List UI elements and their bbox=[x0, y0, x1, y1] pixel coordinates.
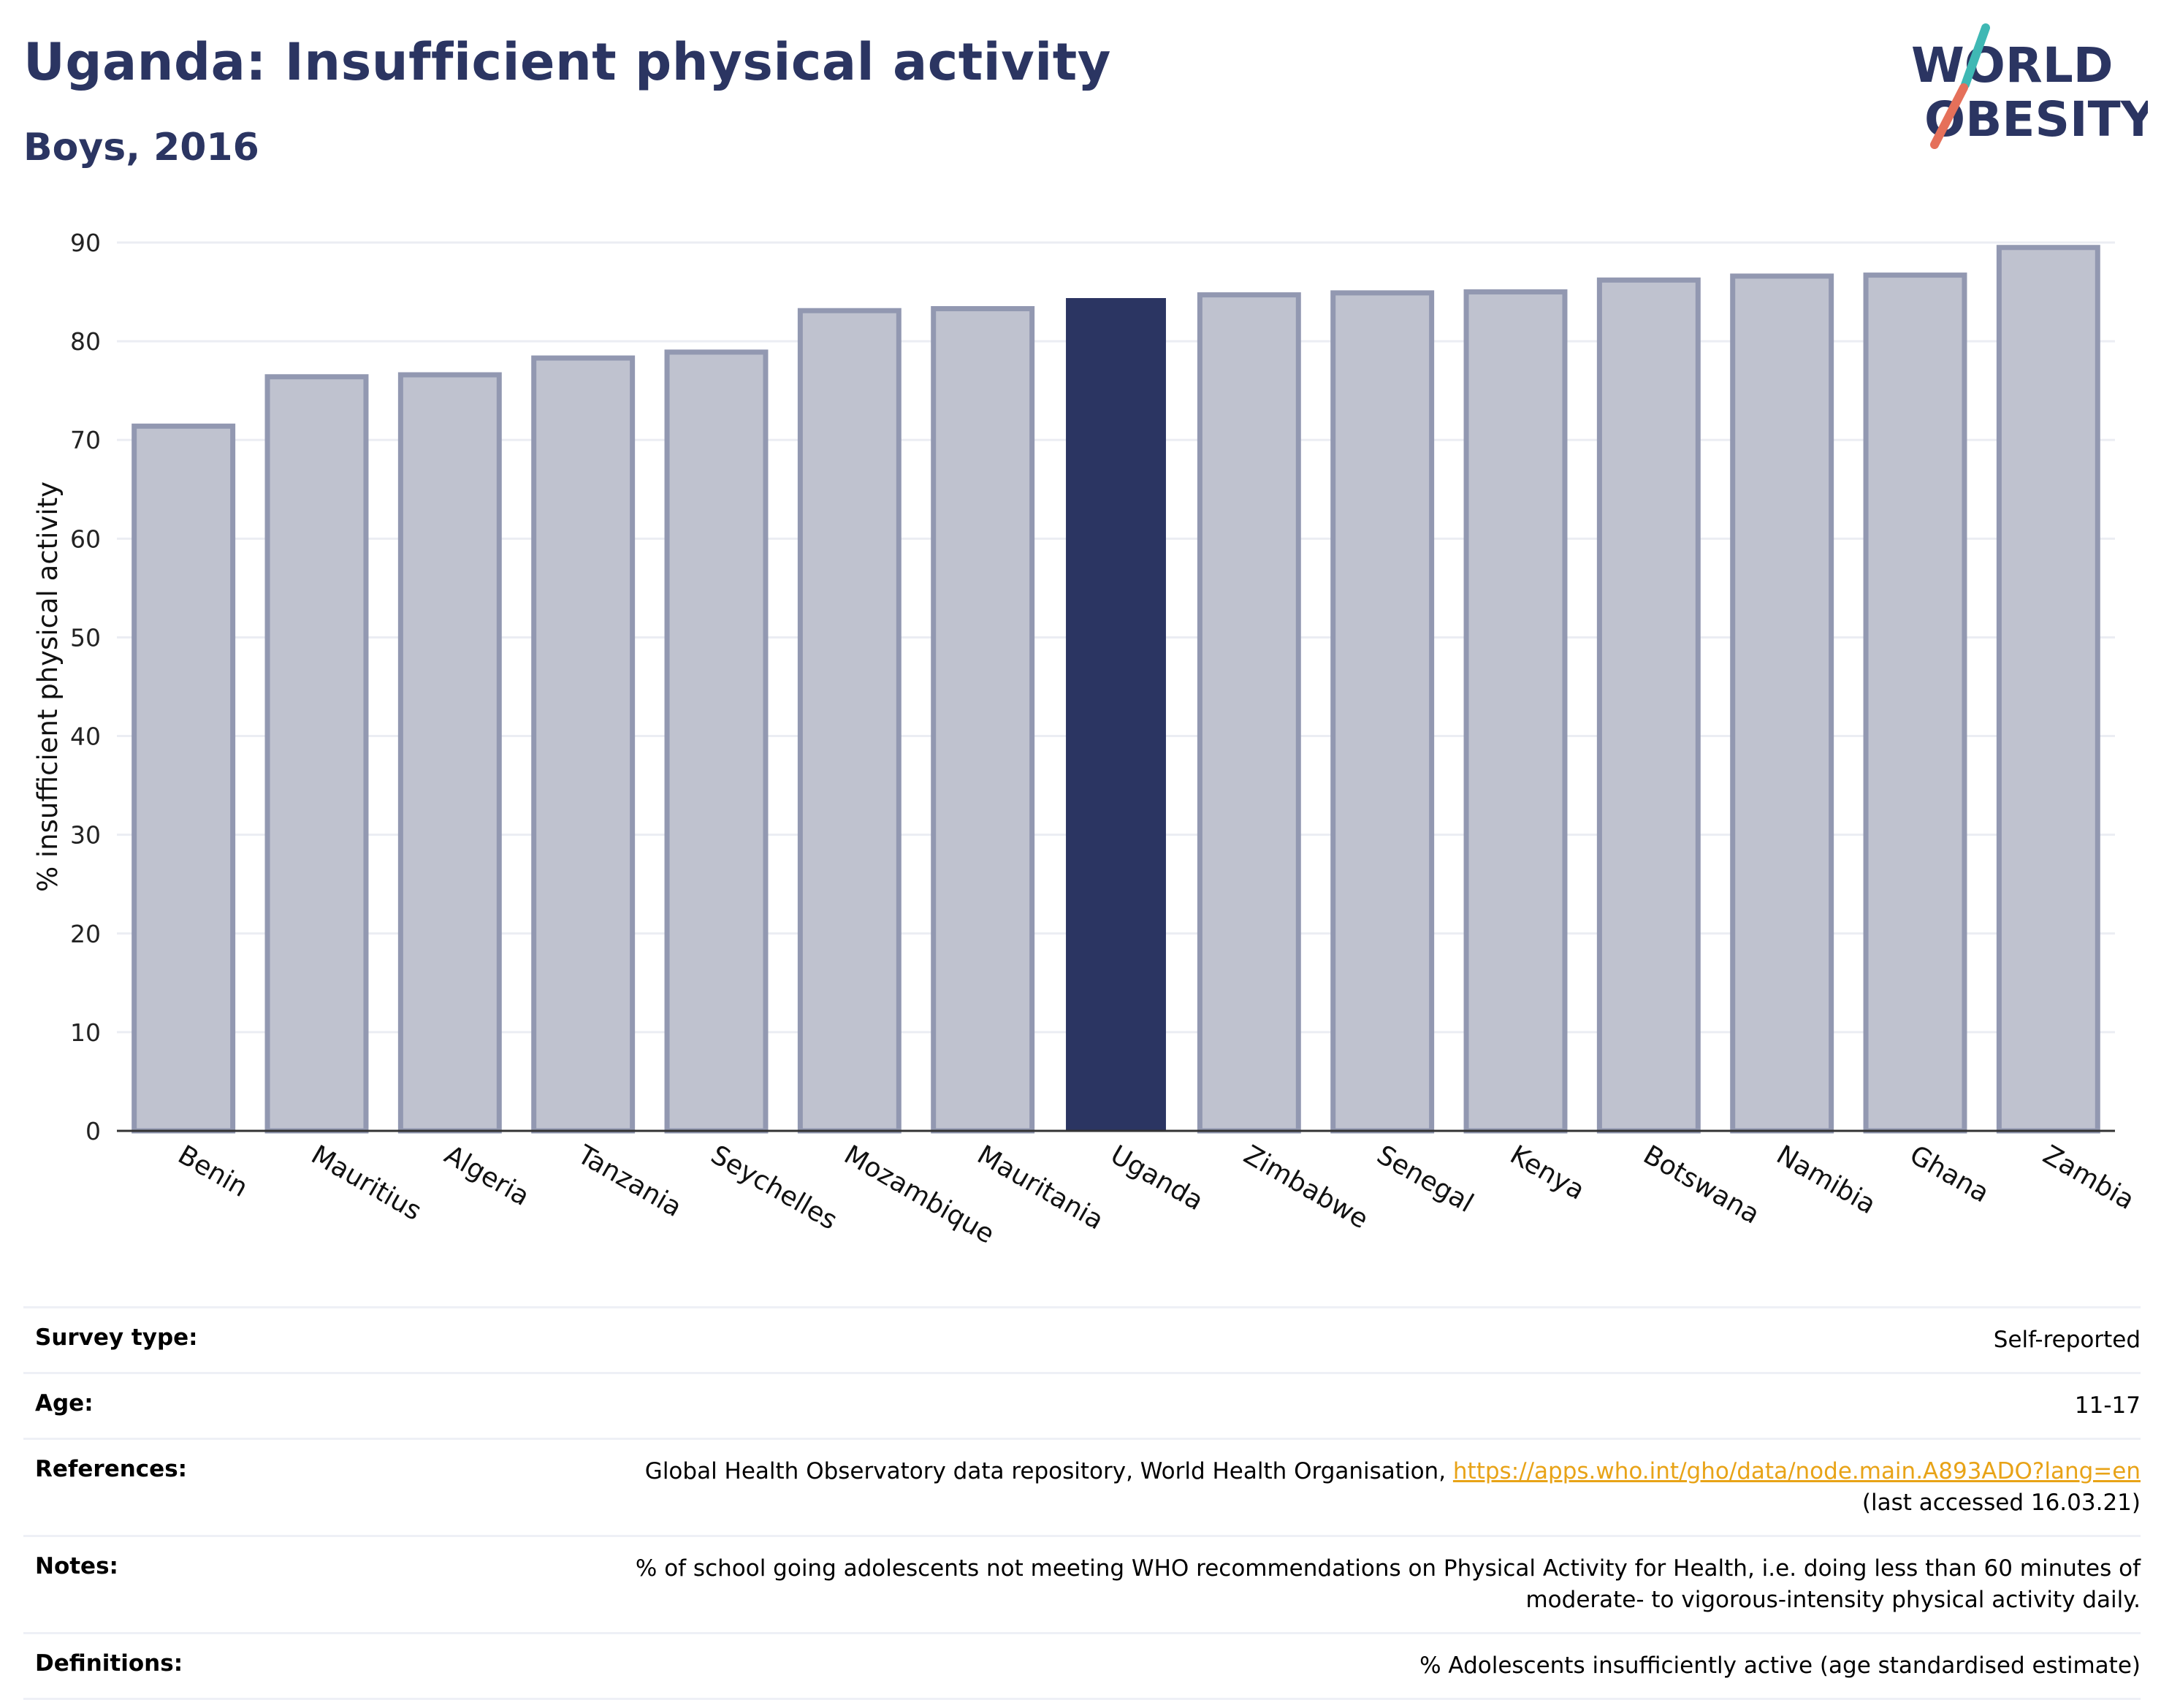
y-tick-label: 40 bbox=[70, 723, 101, 751]
bar-algeria bbox=[397, 372, 502, 1134]
x-label-algeria: Algeria bbox=[439, 1140, 534, 1212]
info-row-survey-type: Survey type: Self-reported bbox=[23, 1306, 2141, 1373]
x-label-seychelles: Seychelles bbox=[706, 1140, 842, 1235]
x-label-zambia: Zambia bbox=[2038, 1140, 2139, 1216]
y-tick-label: 10 bbox=[70, 1018, 101, 1047]
logo-slash-bottom bbox=[1930, 83, 1968, 149]
definitions-label: Definitions: bbox=[23, 1632, 342, 1700]
x-label-ghana: Ghana bbox=[1905, 1140, 1994, 1208]
info-row-definitions: Definitions: % Adolescents insufficientl… bbox=[23, 1632, 2141, 1700]
info-table: Survey type: Self-reported Age: 11-17 Re… bbox=[23, 1306, 2141, 1700]
bar-botswana bbox=[1596, 277, 1701, 1134]
bar-chart: 0 10 20 30 40 50 60 70 80 90 Benin Mauritius Algeri… bbox=[32, 229, 2140, 1250]
age-label: Age: bbox=[23, 1372, 342, 1439]
logo-slash-top bbox=[1961, 23, 1990, 89]
info-row-references: References: Global Health Observatory da… bbox=[23, 1438, 2141, 1536]
definitions-value: % Adolescents insufficiently active (age… bbox=[342, 1632, 2141, 1700]
page-subtitle: Boys, 2016 bbox=[23, 126, 259, 169]
world-obesity-logo: WORLD OBESITY bbox=[1911, 23, 2148, 149]
x-label-tanzania: Tanzania bbox=[572, 1140, 687, 1223]
y-tick-label: 60 bbox=[70, 525, 101, 553]
x-label-mozambique: Mozambique bbox=[839, 1140, 999, 1249]
bar-mozambique bbox=[797, 308, 902, 1134]
notes-label: Notes: bbox=[23, 1535, 342, 1633]
info-row-notes: Notes: % of school going adolescents not… bbox=[23, 1535, 2141, 1633]
bar-tanzania bbox=[531, 355, 636, 1134]
bar-benin bbox=[132, 423, 236, 1134]
notes-line2: moderate- to vigorous-intensity physical… bbox=[1525, 1587, 2141, 1613]
bar-senegal bbox=[1330, 290, 1435, 1134]
x-label-uganda: Uganda bbox=[1105, 1140, 1208, 1216]
bar-mauritius bbox=[264, 374, 369, 1134]
notes-line1: % of school going adolescents not meetin… bbox=[635, 1555, 2141, 1582]
y-tick-label: 50 bbox=[70, 623, 101, 652]
bar-ghana bbox=[1863, 272, 1967, 1134]
age-value: 11-17 bbox=[342, 1372, 2141, 1439]
x-label-mauritius: Mauritius bbox=[306, 1140, 427, 1227]
y-tick-label: 0 bbox=[85, 1117, 101, 1145]
y-tick-label: 90 bbox=[70, 229, 101, 257]
references-label: References: bbox=[23, 1438, 342, 1536]
x-label-kenya: Kenya bbox=[1505, 1140, 1590, 1206]
references-accessed: (last accessed 16.03.21) bbox=[1861, 1490, 2141, 1516]
survey-type-value: Self-reported bbox=[342, 1306, 2141, 1373]
logo-line1: WORLD bbox=[1911, 37, 2114, 94]
x-label-namibia: Namibia bbox=[1772, 1140, 1881, 1220]
y-tick-label: 20 bbox=[70, 920, 101, 948]
bar-uganda bbox=[1066, 298, 1166, 1132]
page-title: Uganda: Insufficient physical activity bbox=[23, 32, 1111, 92]
y-tick-label: 80 bbox=[70, 327, 101, 356]
x-label-senegal: Senegal bbox=[1372, 1140, 1479, 1219]
info-row-age: Age: 11-17 bbox=[23, 1372, 2141, 1439]
bars bbox=[132, 245, 2100, 1134]
bar-seychelles bbox=[664, 349, 769, 1134]
bar-mauritania bbox=[931, 306, 1035, 1134]
references-text: Global Health Observatory data repositor… bbox=[644, 1458, 1453, 1484]
y-axis-label: % insufficient physical activity bbox=[32, 481, 64, 892]
x-label-benin: Benin bbox=[173, 1140, 253, 1203]
references-link[interactable]: https://apps.who.int/gho/data/node.main.… bbox=[1452, 1458, 2141, 1484]
y-tick-label: 30 bbox=[70, 821, 101, 850]
survey-type-label: Survey type: bbox=[23, 1306, 342, 1373]
y-tick-labels: 0 10 20 30 40 50 60 70 80 90 bbox=[70, 229, 101, 1145]
bar-kenya bbox=[1463, 289, 1568, 1134]
x-category-labels: Benin Mauritius Algeria Tanzania SeychellesM… bbox=[173, 1140, 2140, 1250]
x-label-botswana: Botswana bbox=[1638, 1140, 1764, 1229]
y-tick-label: 70 bbox=[70, 426, 101, 454]
bar-zimbabwe bbox=[1197, 292, 1301, 1134]
bar-zambia bbox=[1996, 245, 2100, 1134]
bar-namibia bbox=[1730, 273, 1834, 1134]
x-label-zimbabwe: Zimbabwe bbox=[1238, 1140, 1373, 1235]
